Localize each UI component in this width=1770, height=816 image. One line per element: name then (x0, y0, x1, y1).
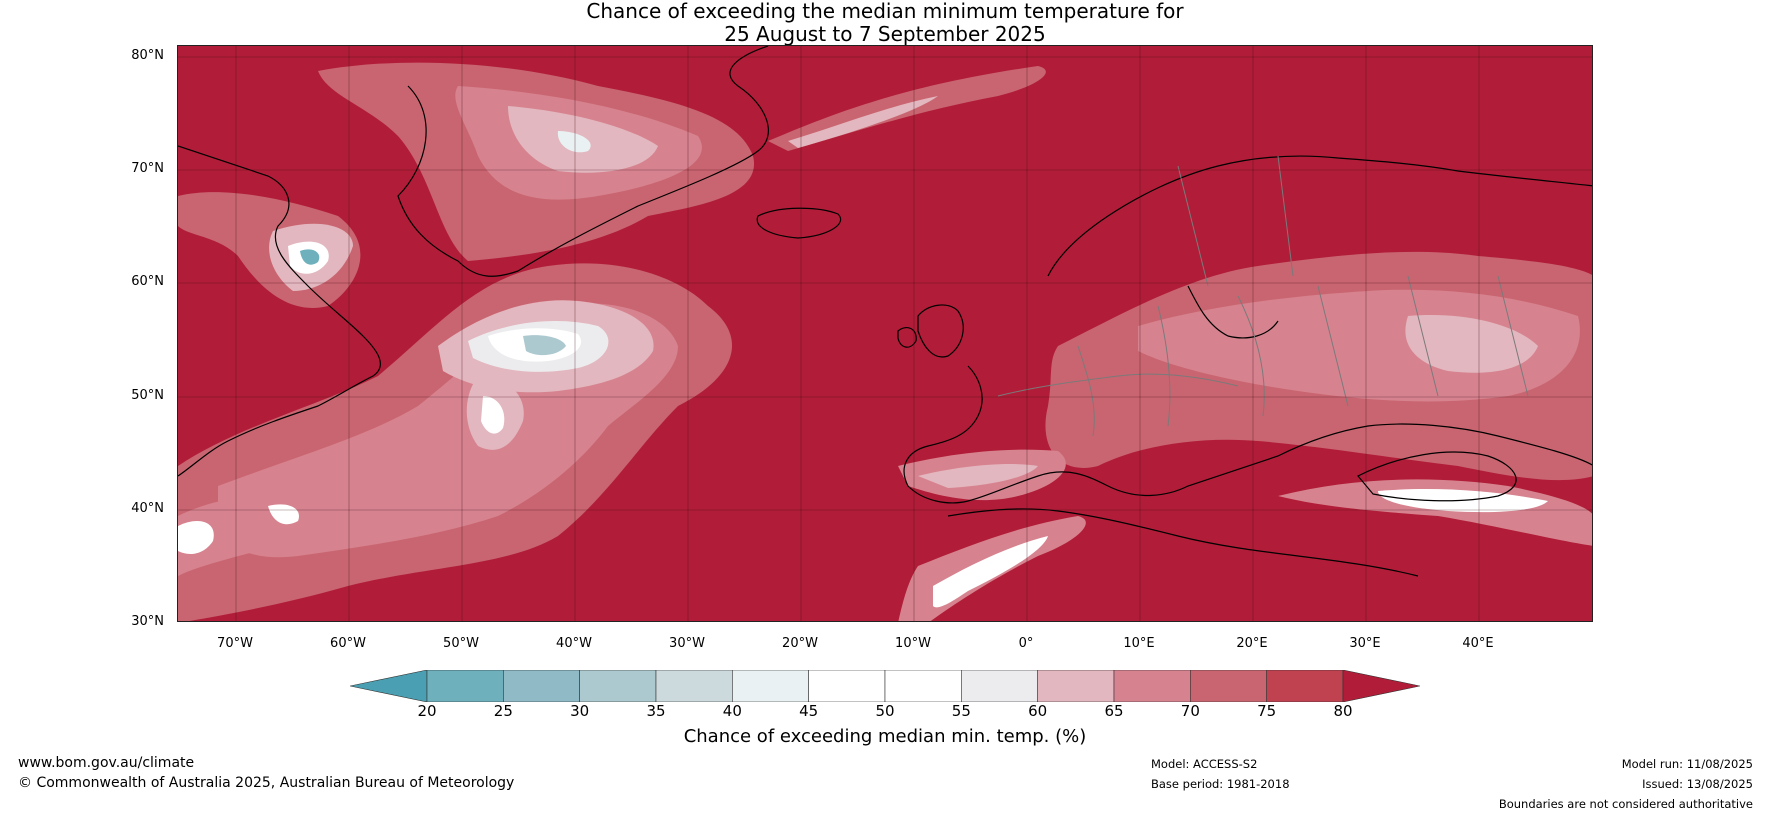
title-line-2: 25 August to 7 September 2025 (724, 22, 1046, 46)
scandinavia-coastline (1047, 155, 1592, 277)
title-line-1: Chance of exceeding the median minimum t… (586, 0, 1184, 23)
colorbar-boxes (426, 670, 1344, 702)
colorbar-label: Chance of exceeding median min. temp. (%… (683, 726, 1087, 747)
colorbar-box (1037, 670, 1115, 702)
lon-label-10e: 10°E (1123, 636, 1155, 651)
colorbar-box (961, 670, 1038, 702)
lat-label-80n: 80°N (131, 48, 164, 63)
disclaimer-text: Boundaries are not considered authoritat… (1498, 797, 1753, 811)
labrador-anomaly-region (178, 192, 361, 308)
colorbar-tick-label: 20 (417, 702, 437, 720)
issued-text: Issued: 13/08/2025 (1642, 777, 1753, 791)
colorbar-box (426, 670, 504, 702)
greenland-coastline (397, 46, 769, 277)
norwegian-sea-streak (768, 66, 1046, 151)
lat-label-50n: 50°N (131, 388, 164, 403)
colorbar-box (732, 670, 809, 702)
map-title: Chance of exceeding the median minimum t… (0, 0, 1770, 46)
website-text: www.bom.gov.au/climate (18, 755, 195, 771)
colorbar-box (503, 670, 580, 702)
lat-label-70n: 70°N (131, 161, 164, 176)
colorbar (350, 670, 1420, 702)
colorbar-tick-label: 40 (722, 702, 742, 720)
graticule (178, 46, 1592, 621)
lon-label-0: 0° (1018, 636, 1034, 651)
lon-label-30e: 30°E (1349, 636, 1381, 651)
europe-anomaly-region (1045, 251, 1592, 481)
colorbar-below-arrow (350, 670, 428, 702)
colorbar-tick-label: 35 (646, 702, 666, 720)
base-period-text: Base period: 1981-2018 (1151, 777, 1290, 791)
lon-label-50w: 50°W (443, 636, 479, 651)
colorbar-tick-label: 75 (1257, 702, 1277, 720)
us-coast-anomaly-region (178, 496, 317, 576)
colorbar-box (579, 670, 657, 702)
lon-label-40w: 40°W (556, 636, 592, 651)
black-sea-coastline (1357, 451, 1517, 502)
iceland-coastline (756, 207, 842, 239)
colorbar-tick-label: 25 (493, 702, 513, 720)
model-run-text: Model run: 11/08/2025 (1621, 757, 1753, 771)
colorbar-tick-label: 70 (1180, 702, 1200, 720)
colorbar-box (884, 670, 962, 702)
lon-label-40e: 40°E (1462, 636, 1494, 651)
lon-label-70w: 70°W (217, 636, 253, 651)
forecast-map-svg (178, 46, 1592, 621)
colorbar-tick-label: 50 (875, 702, 895, 720)
lon-label-20w: 20°W (782, 636, 818, 651)
lat-label-30n: 30°N (131, 614, 164, 629)
colorbar-box (1113, 670, 1191, 702)
ireland-coastline (897, 327, 917, 348)
forecast-map (177, 45, 1593, 622)
copyright-text: © Commonwealth of Australia 2025, Austra… (18, 775, 515, 791)
great-britain-coastline (917, 304, 964, 358)
greenland-anomaly-region (318, 62, 755, 261)
colorbar-above-arrow (1342, 670, 1420, 702)
lat-label-40n: 40°N (131, 501, 164, 516)
lon-label-20e: 20°E (1236, 636, 1268, 651)
colorbar-tick-label: 45 (799, 702, 819, 720)
colorbar-box (655, 670, 733, 702)
iberia-africa-anomaly-region (898, 449, 1086, 621)
north-america-coastline (178, 145, 381, 477)
europe-south-coastline (903, 365, 1592, 504)
lon-label-10w: 10°W (895, 636, 931, 651)
colorbar-tick-label: 80 (1333, 702, 1353, 720)
lon-label-60w: 60°W (330, 636, 366, 651)
model-text: Model: ACCESS-S2 (1151, 757, 1258, 771)
lat-label-60n: 60°N (131, 274, 164, 289)
central-atlantic-anomaly-region (178, 263, 732, 621)
country-borders (997, 155, 1529, 437)
colorbar-tick-label: 60 (1028, 702, 1048, 720)
colorbar-tick-label: 55 (951, 702, 971, 720)
colorbar-box (808, 670, 886, 702)
colorbar-tick-label: 30 (570, 702, 590, 720)
colorbar-box (1266, 670, 1344, 702)
lon-label-30w: 30°W (669, 636, 705, 651)
baltic-coastline (1187, 285, 1279, 339)
colorbar-box (1190, 670, 1267, 702)
colorbar-tick-label: 65 (1104, 702, 1124, 720)
